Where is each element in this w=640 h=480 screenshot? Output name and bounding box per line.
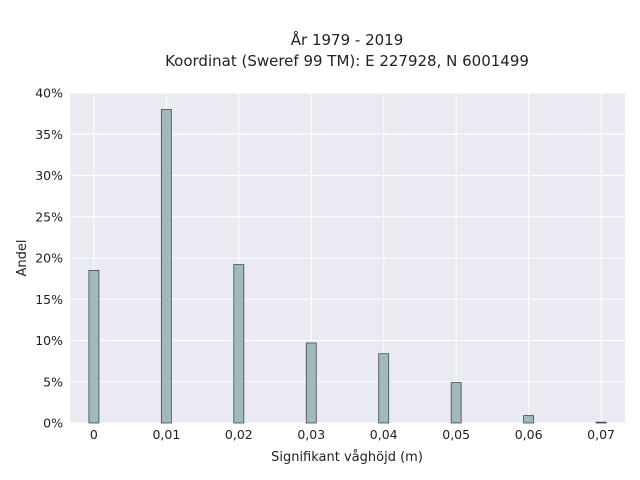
- x-tick-label: 0,02: [225, 427, 253, 442]
- y-tick-label: 0%: [43, 416, 63, 431]
- x-tick-label: 0,06: [515, 427, 543, 442]
- bars: [88, 109, 607, 424]
- y-tick-label: 5%: [43, 374, 63, 389]
- y-tick-label: 25%: [35, 209, 63, 224]
- bar-1: [160, 109, 172, 424]
- x-tick-label: 0,05: [442, 427, 470, 442]
- y-tick-label: 20%: [35, 251, 63, 266]
- chart-title-line-1: År 1979 - 2019: [291, 30, 404, 49]
- y-axis-ticks: 0% 5% 10% 15% 20% 25% 30% 35% 40%: [35, 86, 63, 431]
- bar-6: [523, 415, 535, 424]
- bar-5: [450, 382, 462, 424]
- y-tick-label: 30%: [35, 168, 63, 183]
- bar-0: [88, 269, 100, 424]
- y-axis-label: Andel: [15, 240, 30, 277]
- x-tick-label: 0,03: [297, 427, 325, 442]
- x-axis-ticks: 0 0,01 0,02 0,03 0,04 0,05 0,06 0,07: [90, 427, 615, 442]
- x-axis-label: Signifikant våghöjd (m): [271, 450, 423, 465]
- bar-3: [305, 342, 317, 424]
- x-tick-label: 0,01: [152, 427, 180, 442]
- x-tick-label: 0,07: [587, 427, 615, 442]
- y-tick-label: 35%: [35, 127, 63, 142]
- y-tick-label: 15%: [35, 292, 63, 307]
- y-tick-label: 40%: [35, 86, 63, 101]
- bar-4: [378, 353, 390, 424]
- x-tick-label: 0,04: [370, 427, 398, 442]
- x-tick-label: 0: [90, 427, 98, 442]
- bar-7: [595, 421, 607, 424]
- bar-2: [233, 264, 245, 424]
- chart-title-line-2: Koordinat (Sweref 99 TM): E 227928, N 60…: [165, 52, 529, 70]
- y-tick-label: 10%: [35, 333, 63, 348]
